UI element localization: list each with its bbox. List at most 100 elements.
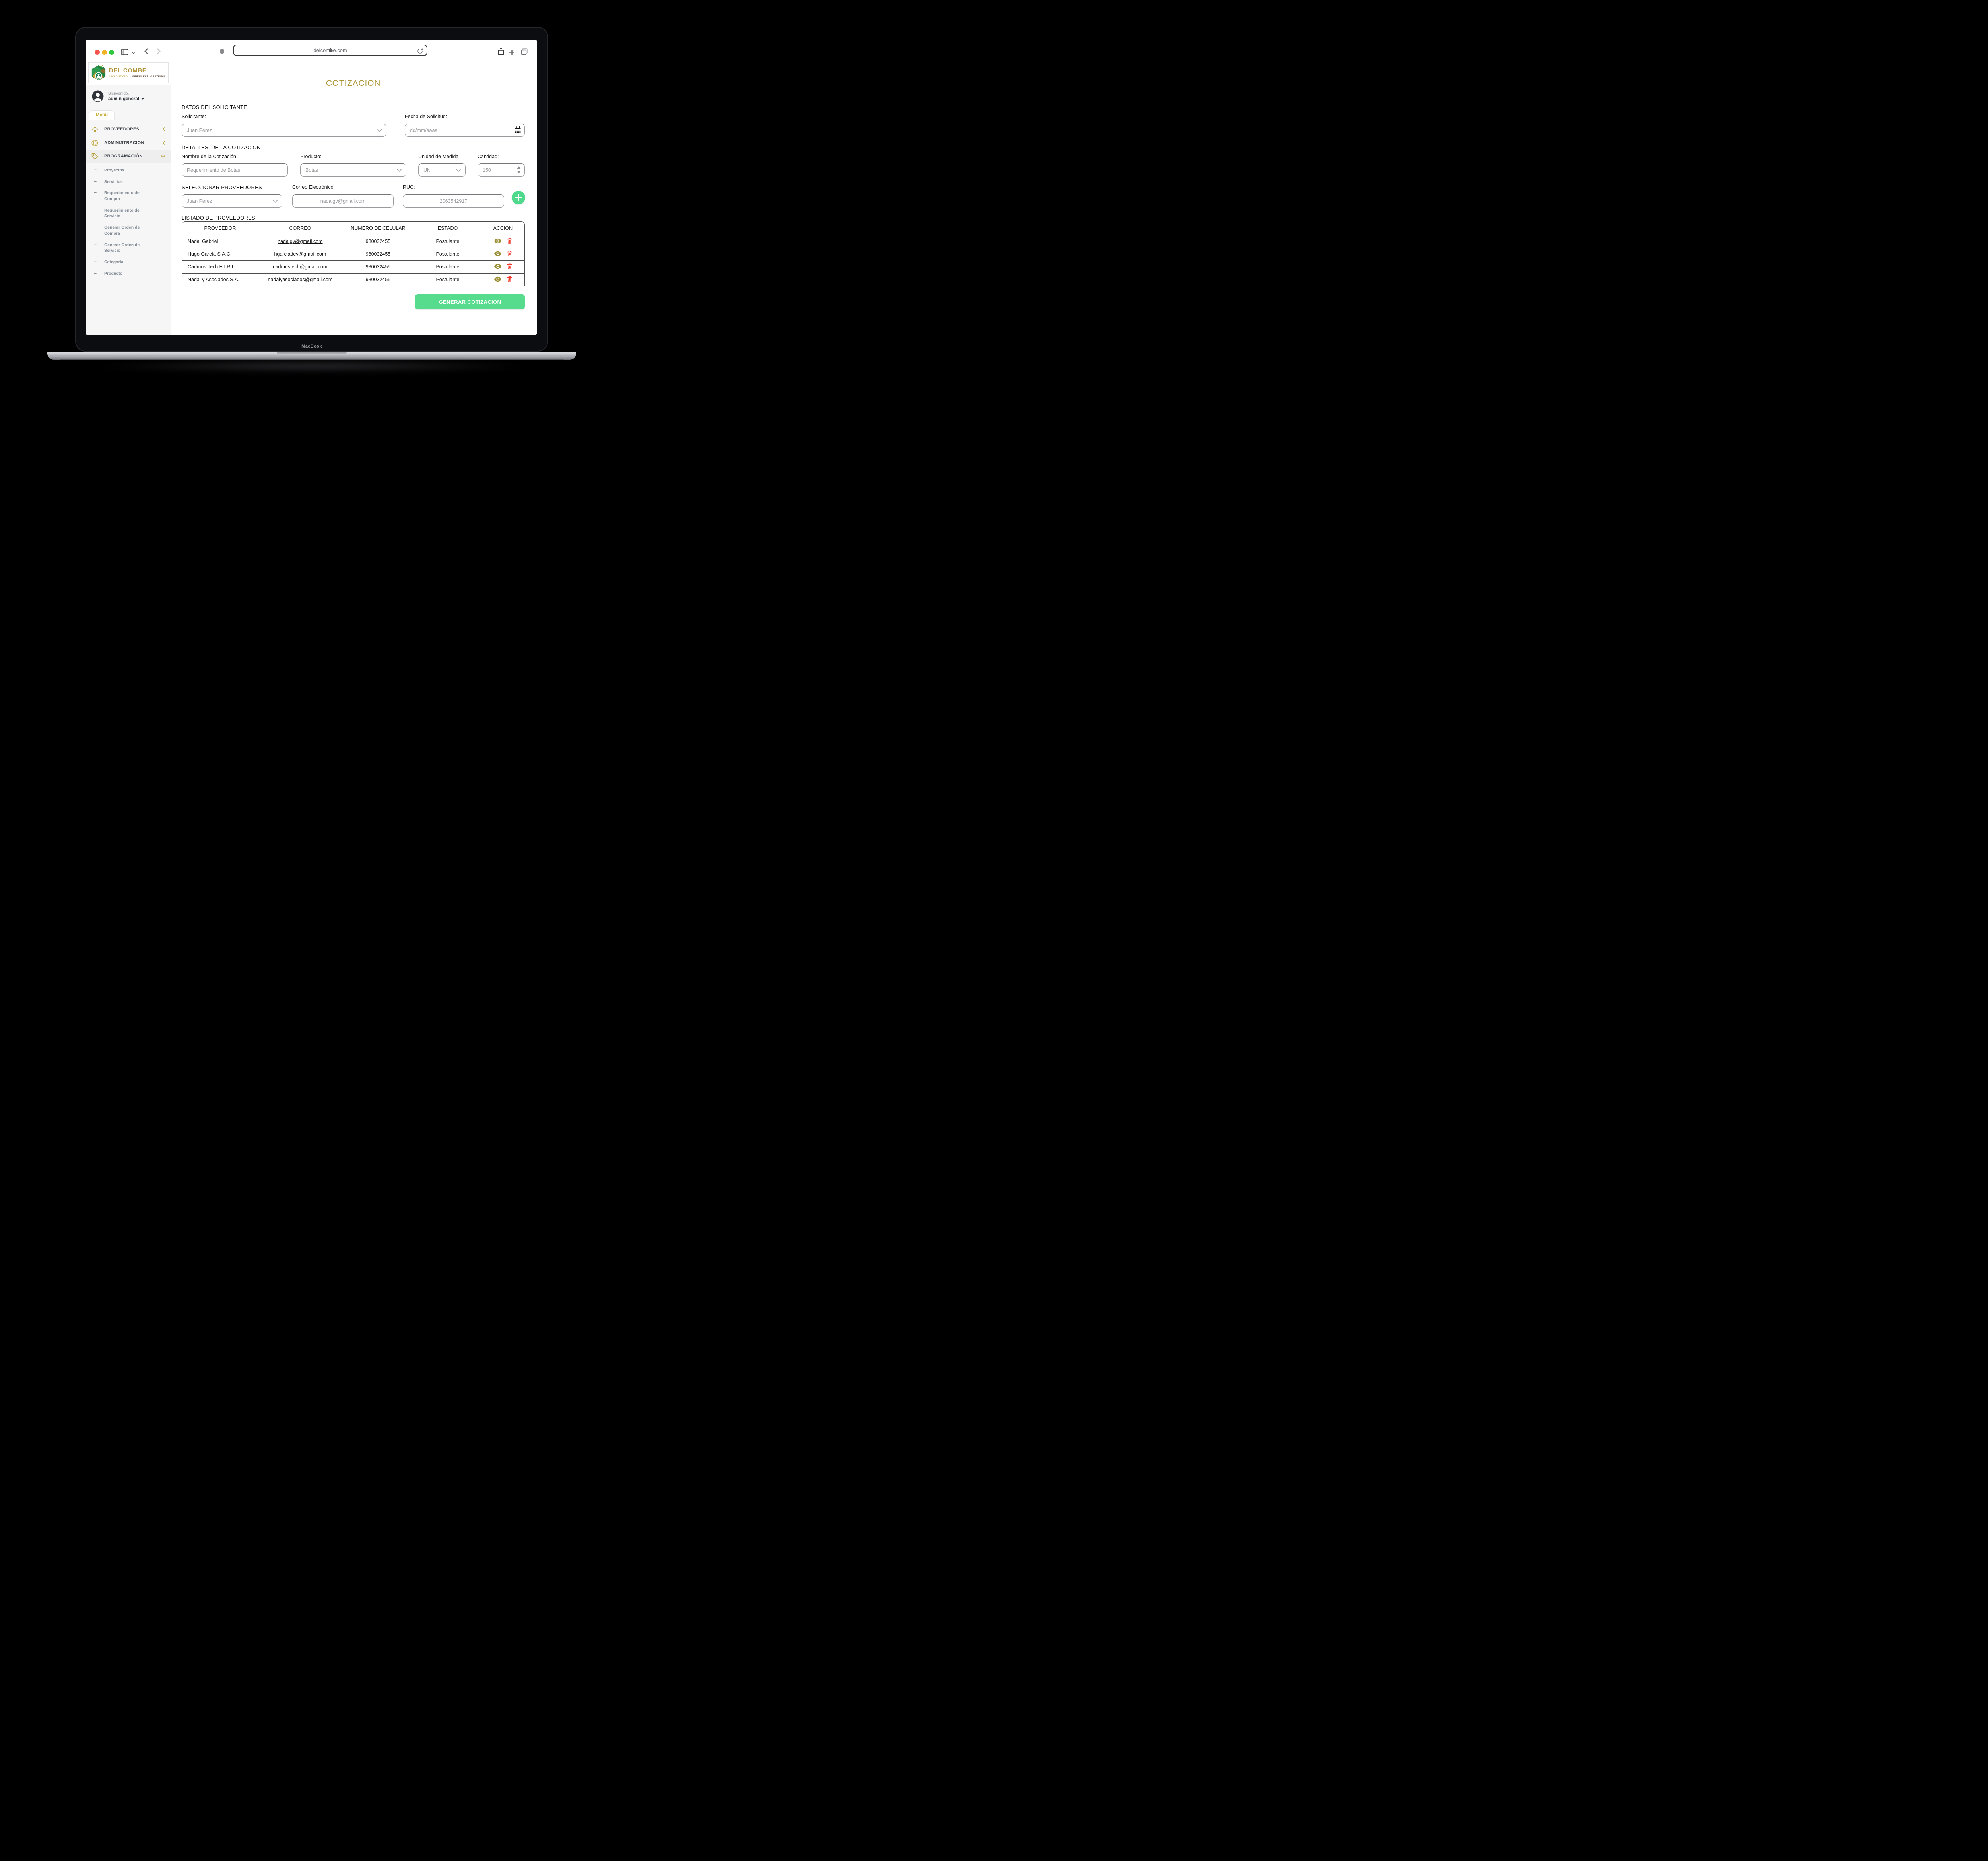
sidebar-item-proveedores[interactable]: PROVEEDORES: [86, 122, 171, 136]
provider-email-link[interactable]: hgarciadev@gmail.com: [274, 251, 326, 257]
generar-cotizacion-button[interactable]: GENERAR COTIZACION: [415, 294, 525, 309]
eye-icon: [494, 264, 501, 269]
sidebar-subitem-proyectos[interactable]: -- Proyectos: [94, 167, 124, 173]
privacy-shield-icon[interactable]: [219, 49, 225, 55]
user-caret-icon: [141, 98, 144, 100]
minimize-window-button[interactable]: [102, 50, 107, 55]
provider-status-cell: Postulante: [414, 273, 481, 286]
tabs-overview-icon[interactable]: [521, 48, 528, 55]
view-provider-button[interactable]: [492, 238, 504, 245]
delete-provider-button[interactable]: [505, 251, 514, 258]
toolbar-chevron-down-icon[interactable]: [131, 51, 136, 54]
table-header-row: PROVEEDOR CORREO NUMERO DE CELULAR ESTAD…: [182, 222, 524, 235]
browser-window: delcombe.com: [86, 40, 537, 335]
fecha-solicitud-input[interactable]: [405, 124, 525, 137]
macbook-base-notch: [277, 352, 347, 355]
sidebar-item-programacion[interactable]: PROGRAMACIÓN: [86, 150, 171, 163]
sidebar-item-administracion[interactable]: ADMINISTRACION: [86, 136, 171, 150]
stepper-down-icon[interactable]: [517, 171, 521, 173]
provider-phone-cell: 980032455: [342, 248, 415, 261]
provider-email-link[interactable]: cadmustech@gmail.com: [273, 264, 328, 270]
close-window-button[interactable]: [95, 50, 100, 55]
provider-status-cell: Postulante: [414, 260, 481, 274]
nombre-cotizacion-input[interactable]: [182, 163, 288, 177]
provider-email-link[interactable]: nadalgv@gmail.com: [278, 239, 323, 245]
globe-icon: [91, 139, 99, 146]
sidebar-subitem-categoria[interactable]: -- Categoría: [94, 259, 124, 264]
proveedor-select[interactable]: [182, 194, 282, 208]
logo-title: DEL COMBE: [109, 67, 147, 74]
lock-icon: [328, 48, 332, 52]
view-provider-button[interactable]: [492, 251, 504, 258]
logo-hexagon-icon: [91, 65, 106, 80]
current-user-label: admin general: [108, 97, 144, 101]
eye-icon: [494, 276, 501, 282]
table-row: Cadmus Tech E.I.R.L. cadmustech@gmail.co…: [182, 260, 524, 274]
back-button[interactable]: [144, 48, 148, 54]
forward-button[interactable]: [157, 48, 161, 54]
user-menu[interactable]: Bienvenido, admin general: [86, 85, 171, 106]
sidebar-subitem-servicios[interactable]: -- Servicios: [94, 179, 123, 184]
sidebar-subitem-producto[interactable]: -- Producto: [94, 270, 123, 276]
col-celular: NUMERO DE CELULAR: [342, 222, 415, 235]
plus-icon: [515, 194, 522, 201]
table-row: Nadal Gabriel nadalgv@gmail.com 98003245…: [182, 235, 524, 248]
dash-bullet: --: [94, 259, 97, 264]
zoom-window-button[interactable]: [109, 50, 114, 55]
sidebar-subitem-generar-orden-servicio[interactable]: -- Generar Orden de Servicio: [94, 242, 140, 253]
view-provider-button[interactable]: [492, 276, 504, 283]
providers-table: PROVEEDOR CORREO NUMERO DE CELULAR ESTAD…: [182, 221, 525, 286]
ruc-label: RUC:: [403, 185, 415, 190]
dash-bullet: --: [94, 225, 97, 230]
main-content: COTIZACION DATOS DEL SOLICITANTE Solicit…: [171, 60, 537, 335]
dash-bullet: --: [94, 207, 97, 212]
delete-provider-button[interactable]: [505, 276, 514, 283]
unidad-medida-label: Unidad de Medida: [418, 154, 459, 159]
chevron-down-icon: [161, 155, 165, 158]
producto-select[interactable]: [300, 163, 406, 177]
laptop-shadow: [91, 360, 533, 372]
provider-phone-cell: 980032455: [342, 273, 415, 286]
sidebar-subitem-requerimiento-servicio[interactable]: -- Requerimiento de Servicio: [94, 207, 140, 219]
sidebar-subitem-generar-orden-compra[interactable]: -- Generar Orden de Compra: [94, 225, 140, 236]
add-provider-button[interactable]: [512, 191, 525, 204]
calendar-icon[interactable]: [514, 126, 521, 134]
address-bar[interactable]: delcombe.com: [233, 45, 427, 56]
logo-tagline-separator: |: [129, 75, 130, 78]
trash-icon: [507, 263, 512, 269]
unidad-medida-select[interactable]: [418, 163, 466, 177]
view-provider-button[interactable]: [492, 264, 504, 270]
stepper-up-icon[interactable]: [517, 166, 521, 169]
section-seleccionar-proveedores: SELECCIONAR PROVEEDORES: [182, 185, 262, 190]
dash-bullet: --: [94, 270, 97, 276]
cantidad-stepper[interactable]: [478, 163, 525, 177]
sidebar-toggle-icon[interactable]: [121, 49, 128, 55]
correo-electronico-input[interactable]: [292, 194, 394, 208]
correo-label: Correo Electrónico:: [292, 185, 335, 190]
solicitante-select[interactable]: [182, 124, 386, 137]
menu-tab-label: Menu: [89, 110, 115, 120]
col-estado: ESTADO: [414, 222, 481, 235]
provider-name-cell: Hugo García S.A.C.: [182, 248, 258, 261]
trash-icon: [507, 251, 512, 256]
fecha-label: Fecha de Solicitud:: [405, 114, 447, 119]
reload-icon[interactable]: [417, 48, 423, 54]
share-icon[interactable]: [498, 47, 504, 55]
delete-provider-button[interactable]: [505, 238, 514, 245]
ruc-input[interactable]: [403, 194, 504, 208]
tag-icon: [91, 153, 99, 160]
browser-toolbar: delcombe.com: [86, 40, 537, 60]
dash-bullet: --: [94, 190, 97, 195]
welcome-greeting: Bienvenido,: [108, 91, 129, 96]
col-accion: ACCION: [481, 222, 524, 235]
producto-label: Producto:: [300, 154, 322, 159]
company-logo: DEL COMBE LAS CUEVAS | MINING EXPLORATIO…: [88, 62, 169, 83]
delete-provider-button[interactable]: [505, 263, 514, 270]
new-tab-icon[interactable]: [509, 49, 515, 55]
col-proveedor: PROVEEDOR: [182, 222, 258, 235]
logo-tagline-right: MINING EXPLORATIONS: [132, 75, 165, 78]
provider-email-link[interactable]: nadalyasociados@gmail.com: [268, 277, 333, 283]
provider-status-cell: Postulante: [414, 248, 481, 261]
programacion-submenu: -- Proyectos -- Servicios -- Requerimien…: [86, 163, 171, 279]
sidebar-subitem-requerimiento-compra[interactable]: -- Requerimiento de Compra: [94, 190, 140, 202]
